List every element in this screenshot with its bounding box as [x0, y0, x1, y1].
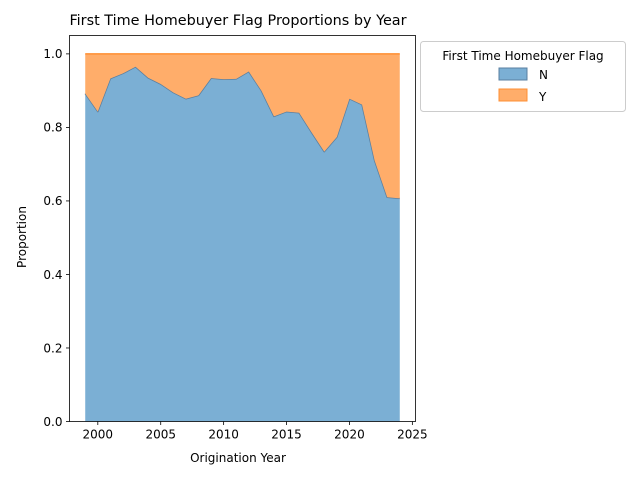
x-axis: 2000 2005 2010 2015 2020 2025 [83, 421, 428, 442]
area-series-n [85, 66, 400, 422]
y-axis-label: Proportion [15, 206, 29, 268]
legend-swatch-n [498, 67, 528, 81]
x-tick-label: 2025 [397, 428, 428, 442]
legend-label-y: Y [538, 90, 547, 104]
x-tick-label: 2015 [271, 428, 302, 442]
y-axis: 0.0 0.2 0.4 0.6 0.8 1.0 [43, 47, 70, 429]
x-tick-label: 2005 [145, 428, 176, 442]
chart-title: First Time Homebuyer Flag Proportions by… [69, 13, 406, 29]
legend-swatch-y [498, 88, 528, 102]
y-tick-label: 1.0 [43, 47, 62, 61]
y-tick-label: 0.2 [43, 341, 62, 355]
axes-frame [69, 35, 416, 422]
y-tick-label: 0.8 [43, 121, 62, 135]
x-tick-label: 2000 [83, 428, 114, 442]
area-series-y [85, 53, 400, 199]
legend: First Time Homebuyer Flag N Y [420, 41, 626, 112]
y-tick-label: 0.4 [43, 268, 62, 282]
legend-title: First Time Homebuyer Flag [442, 49, 603, 63]
x-tick-label: 2020 [334, 428, 365, 442]
legend-label-n: N [539, 68, 548, 82]
y-tick-label: 0.6 [43, 194, 62, 208]
x-tick-label: 2010 [208, 428, 239, 442]
plot-area [84, 53, 400, 422]
x-axis-label: Origination Year [190, 451, 286, 465]
y-tick-label: 0.0 [43, 415, 62, 429]
